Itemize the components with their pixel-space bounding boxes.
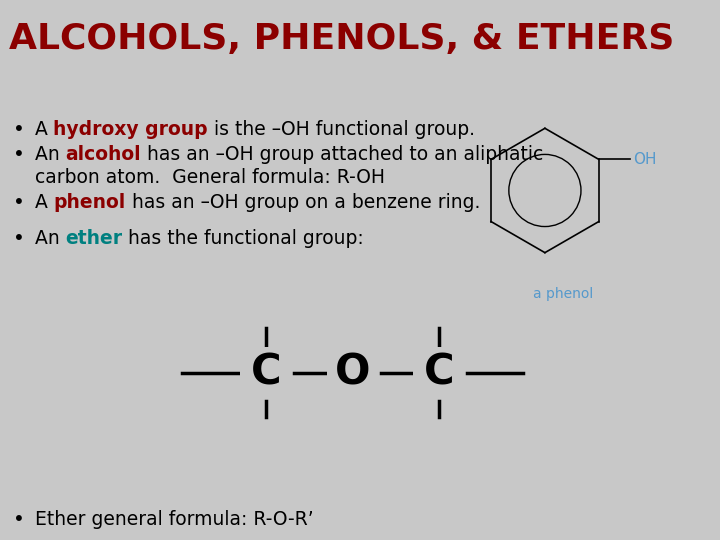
Text: carbon atom.  General formula: R-OH: carbon atom. General formula: R-OH xyxy=(35,168,384,187)
Text: has the functional group:: has the functional group: xyxy=(122,229,364,248)
Text: has an –OH group attached to an aliphatic: has an –OH group attached to an aliphati… xyxy=(141,145,543,164)
Text: is the –OH functional group.: is the –OH functional group. xyxy=(208,120,475,139)
Text: Ether general formula: R-O-R’: Ether general formula: R-O-R’ xyxy=(35,510,313,529)
Text: OH: OH xyxy=(633,152,657,167)
FancyBboxPatch shape xyxy=(413,347,465,399)
Text: has an –OH group on a benzene ring.: has an –OH group on a benzene ring. xyxy=(126,193,480,212)
Text: C: C xyxy=(424,352,454,394)
Text: C: C xyxy=(251,352,282,394)
Text: •: • xyxy=(13,510,24,529)
Text: •: • xyxy=(13,120,24,139)
Text: An: An xyxy=(35,145,66,164)
Text: •: • xyxy=(13,193,24,212)
Text: A: A xyxy=(35,120,53,139)
Text: phenol: phenol xyxy=(53,193,126,212)
Text: An: An xyxy=(35,229,66,248)
Text: ether: ether xyxy=(66,229,122,248)
Text: a phenol: a phenol xyxy=(534,287,594,301)
Text: alcohol: alcohol xyxy=(66,145,141,164)
Text: ALCOHOLS, PHENOLS, & ETHERS: ALCOHOLS, PHENOLS, & ETHERS xyxy=(9,22,674,56)
Text: A: A xyxy=(35,193,53,212)
Text: •: • xyxy=(13,229,24,248)
Text: O: O xyxy=(335,352,371,394)
FancyBboxPatch shape xyxy=(327,347,379,399)
FancyBboxPatch shape xyxy=(240,347,292,399)
Text: hydroxy group: hydroxy group xyxy=(53,120,208,139)
Text: •: • xyxy=(13,145,24,164)
